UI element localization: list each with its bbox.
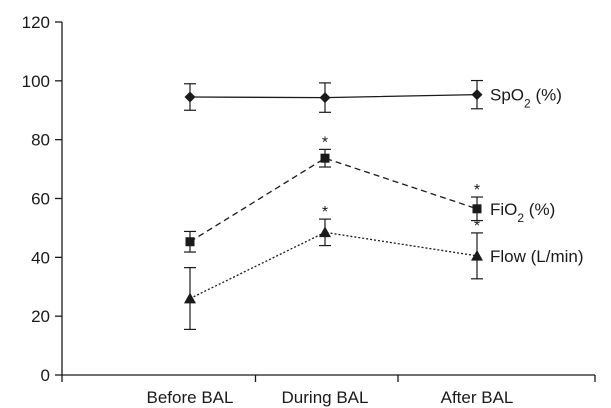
series-line bbox=[189, 157, 478, 243]
y-tick-label: 120 bbox=[22, 13, 50, 32]
series-label-flow: Flow (L/min) bbox=[490, 247, 584, 266]
significance-star: * bbox=[474, 218, 480, 235]
series-fio2: ** bbox=[184, 134, 483, 253]
significance-star: * bbox=[322, 134, 328, 151]
y-tick-label: 0 bbox=[41, 366, 50, 385]
data-point-diamond bbox=[184, 91, 196, 103]
data-point-diamond bbox=[471, 89, 483, 101]
data-point-triangle bbox=[319, 226, 331, 238]
significance-star: * bbox=[474, 182, 480, 199]
y-tick-label: 40 bbox=[31, 248, 50, 267]
series-label-unit: (%) bbox=[531, 86, 562, 105]
x-tick-label: Before BAL bbox=[147, 388, 234, 407]
series-label-subscript: 2 bbox=[517, 211, 524, 225]
series-line bbox=[189, 231, 478, 300]
data-point-square bbox=[472, 204, 482, 214]
series-label-main: SpO bbox=[490, 86, 524, 105]
data-point-square bbox=[320, 153, 330, 163]
x-tick-label: After BAL bbox=[441, 388, 514, 407]
chart-axes: 0 20 40 60 80 100 120 Before BAL During BAL After… bbox=[22, 13, 596, 407]
series-label-fio2: FiO2 (%) bbox=[490, 200, 555, 225]
chart-series: **** bbox=[184, 79, 483, 331]
data-point-triangle bbox=[184, 292, 196, 304]
series-label-unit: (%) bbox=[524, 200, 555, 219]
chart-labels: SpO2 (%)FiO2 (%)Flow (L/min) bbox=[490, 86, 584, 266]
series-label-subscript: 2 bbox=[524, 97, 531, 111]
series-label-main: Flow (L/min) bbox=[490, 247, 584, 266]
series-flow: ** bbox=[184, 204, 483, 331]
series-label-spo2: SpO2 (%) bbox=[490, 86, 562, 111]
series-line bbox=[189, 94, 478, 99]
data-point-diamond bbox=[319, 92, 331, 104]
y-tick-label: 80 bbox=[31, 131, 50, 150]
y-tick-label: 60 bbox=[31, 190, 50, 209]
data-point-square bbox=[185, 237, 195, 247]
series-spo2 bbox=[184, 79, 483, 113]
data-point-triangle bbox=[471, 249, 483, 261]
significance-star: * bbox=[322, 204, 328, 221]
y-tick-label: 100 bbox=[22, 72, 50, 91]
x-tick-label: During BAL bbox=[282, 388, 369, 407]
y-tick-label: 20 bbox=[31, 307, 50, 326]
series-label-main: FiO bbox=[490, 200, 517, 219]
